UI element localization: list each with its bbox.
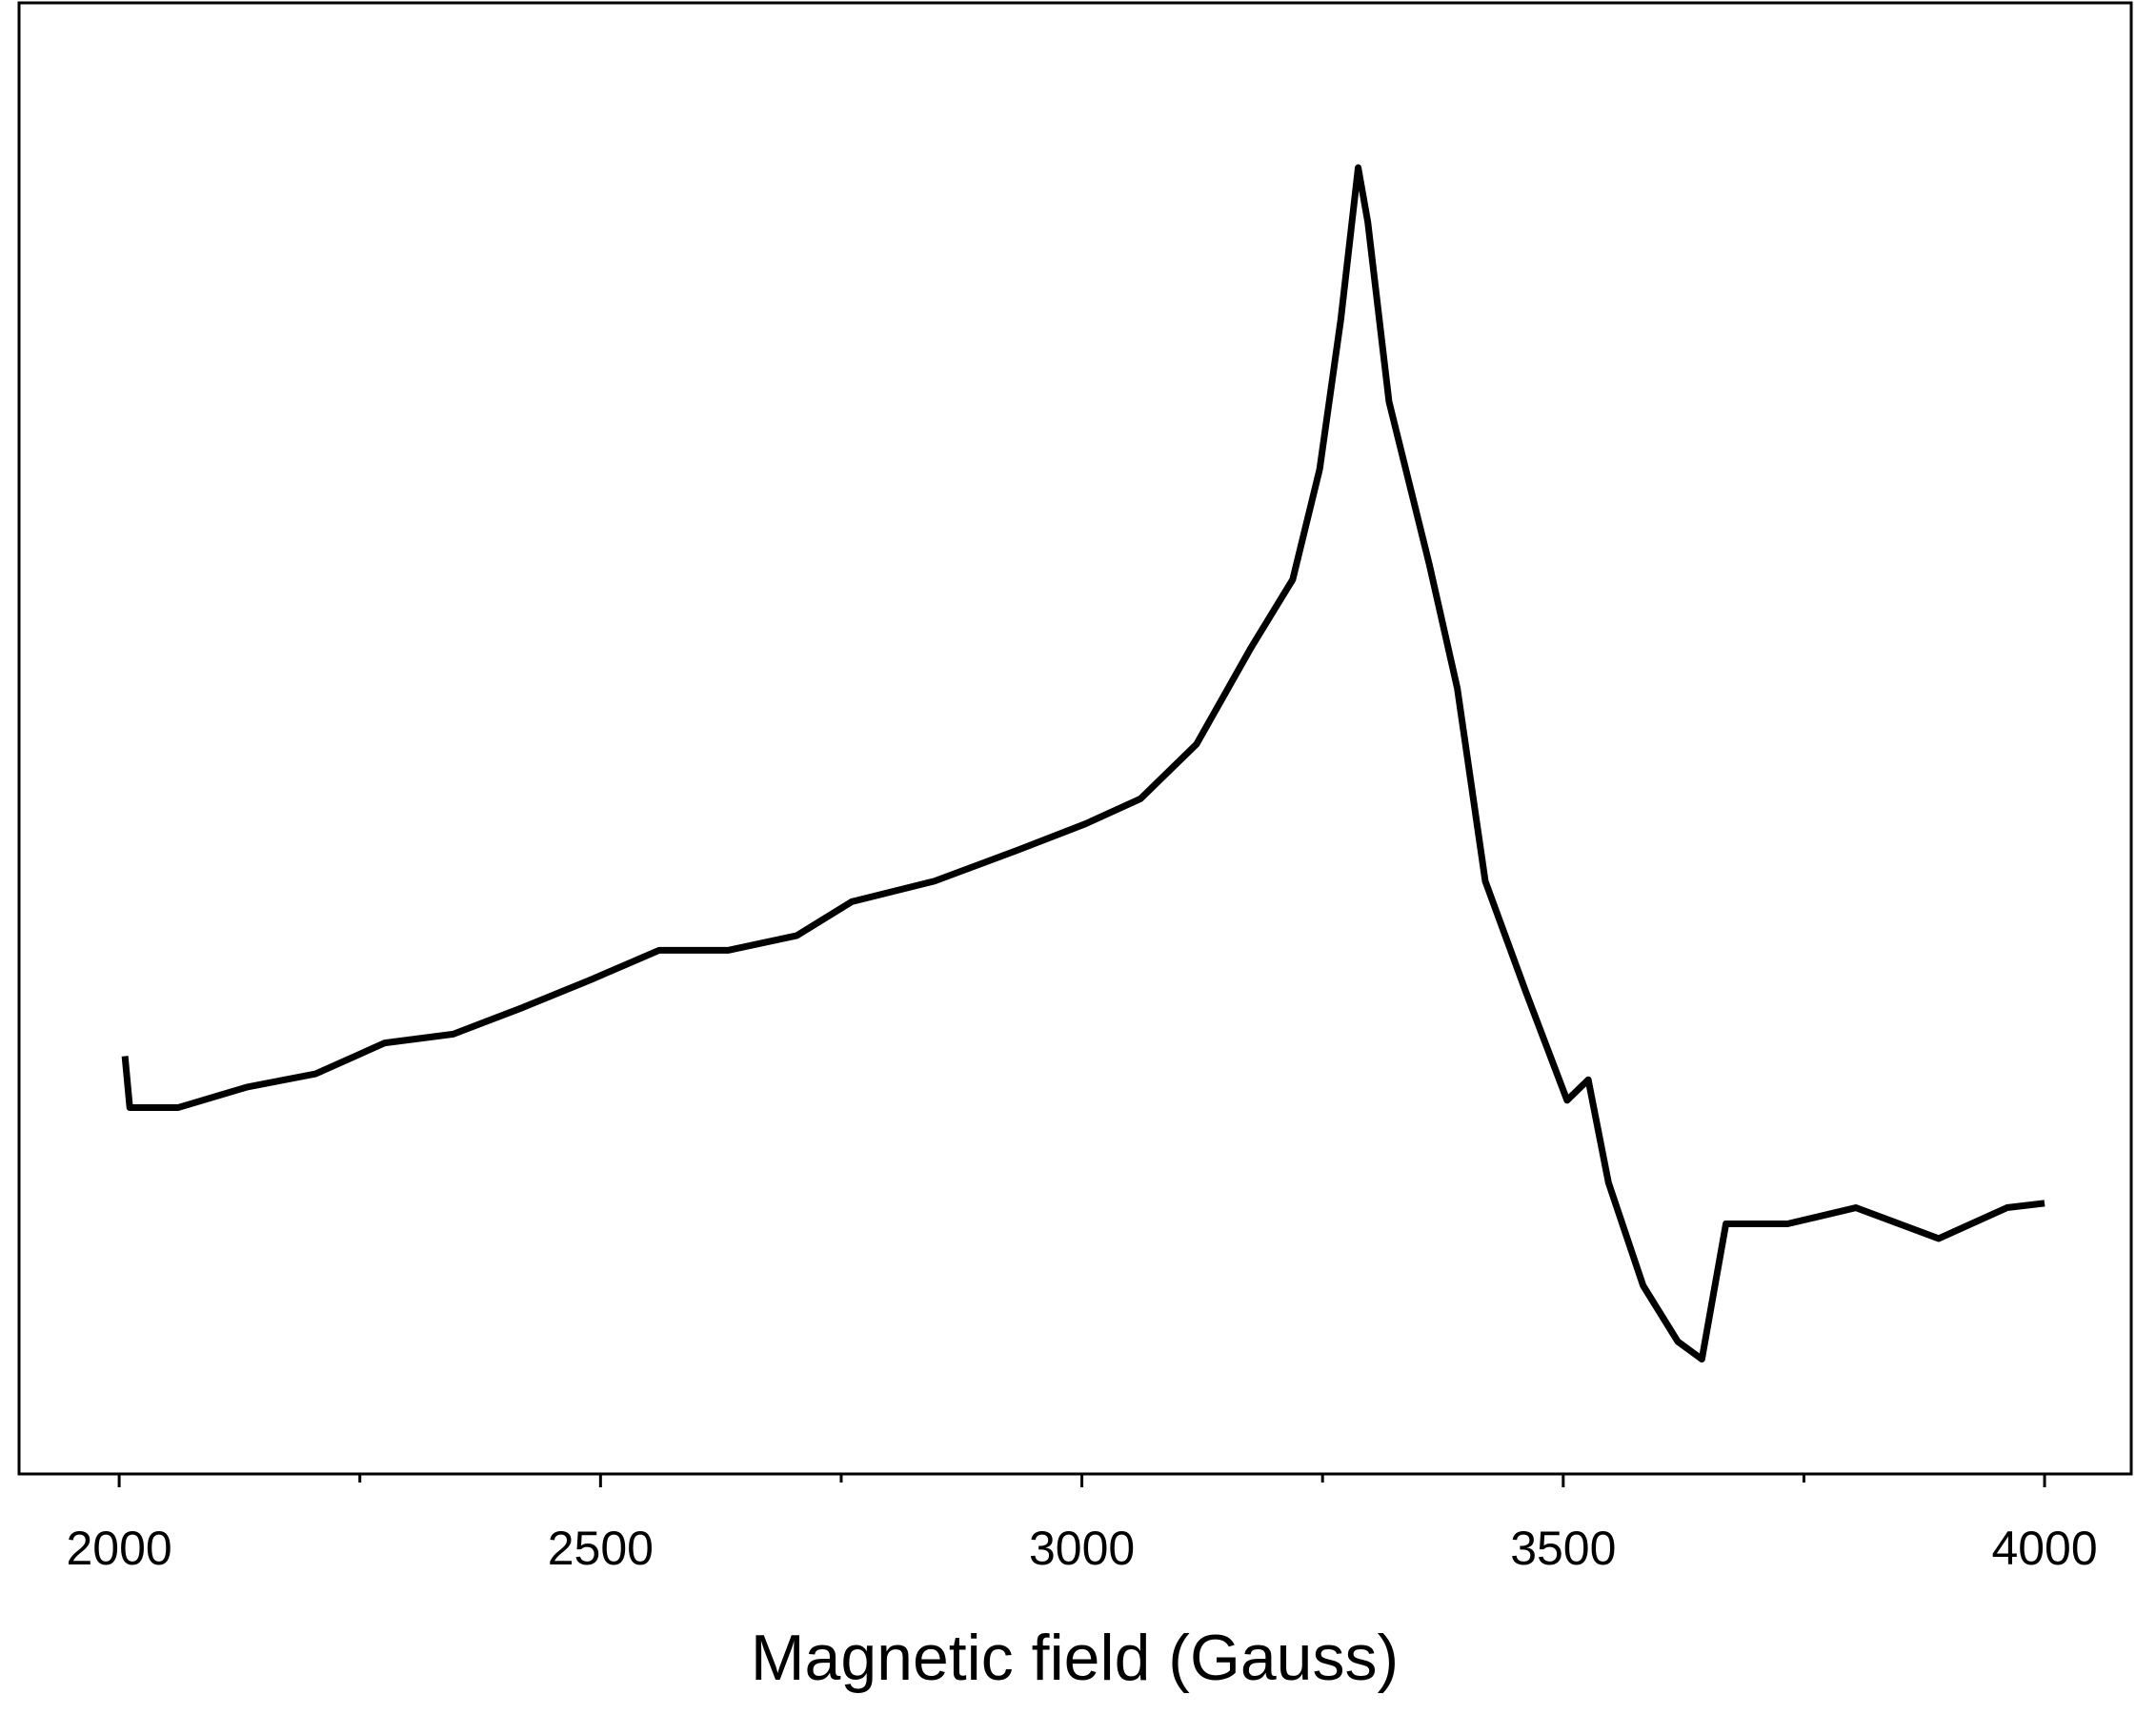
x-tick-label: 2000 [66,1522,171,1575]
plot-frame [17,1,2133,1476]
x-tick-label: 2500 [548,1522,654,1575]
x-axis-label: Magnetic field (Gauss) [751,1622,1399,1694]
x-tick-label: 3000 [1029,1522,1135,1575]
line-series [121,164,2045,1363]
x-tick-label: 4000 [1991,1522,2097,1575]
x-tick-label: 3500 [1510,1522,1616,1575]
